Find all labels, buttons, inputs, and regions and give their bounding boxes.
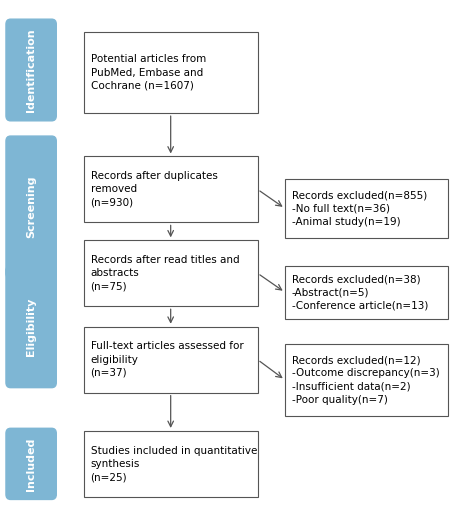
- Text: Studies included in quantitative
synthesis
(n=25): Studies included in quantitative synthes…: [91, 446, 257, 482]
- Text: Full-text articles assessed for
eligibility
(n=37): Full-text articles assessed for eligibil…: [91, 341, 243, 378]
- FancyBboxPatch shape: [6, 19, 56, 121]
- FancyBboxPatch shape: [6, 136, 56, 278]
- FancyBboxPatch shape: [84, 327, 258, 393]
- Text: Eligibility: Eligibility: [26, 297, 36, 356]
- Text: Included: Included: [26, 437, 36, 491]
- FancyBboxPatch shape: [84, 240, 258, 306]
- Text: Screening: Screening: [26, 176, 36, 239]
- FancyBboxPatch shape: [285, 266, 447, 319]
- Text: Records excluded(n=855)
-No full text(n=36)
-Animal study(n=19): Records excluded(n=855) -No full text(n=…: [292, 190, 427, 227]
- Text: Records excluded(n=12)
-Outcome discrepancy(n=3)
-Insufficient data(n=2)
-Poor q: Records excluded(n=12) -Outcome discrepa…: [292, 355, 440, 405]
- FancyBboxPatch shape: [285, 179, 447, 238]
- FancyBboxPatch shape: [6, 266, 56, 388]
- Text: Records after duplicates
removed
(n=930): Records after duplicates removed (n=930): [91, 171, 218, 207]
- Text: Records after read titles and
abstracts
(n=75): Records after read titles and abstracts …: [91, 255, 239, 291]
- FancyBboxPatch shape: [84, 156, 258, 222]
- FancyBboxPatch shape: [84, 431, 258, 497]
- Text: Potential articles from
PubMed, Embase and
Cochrane (n=1607): Potential articles from PubMed, Embase a…: [91, 54, 206, 91]
- Text: Records excluded(n=38)
-Abstract(n=5)
-Conference article(n=13): Records excluded(n=38) -Abstract(n=5) -C…: [292, 274, 428, 311]
- FancyBboxPatch shape: [84, 32, 258, 113]
- FancyBboxPatch shape: [285, 344, 447, 415]
- FancyBboxPatch shape: [6, 428, 56, 499]
- Text: Identification: Identification: [26, 28, 36, 112]
